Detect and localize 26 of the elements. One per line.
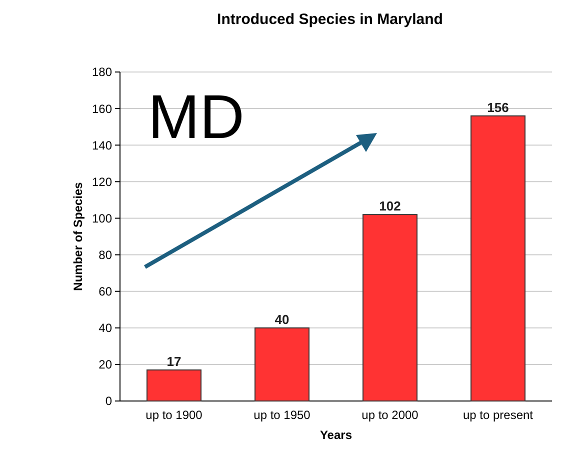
y-tick-label: 140	[92, 138, 112, 152]
data-label: 17	[166, 354, 182, 369]
x-axis-title: Years	[320, 428, 352, 442]
y-tick-label: 100	[92, 211, 112, 226]
y-tick-label: 160	[92, 102, 112, 116]
y-tick-label: 0	[105, 394, 112, 408]
y-tick-label: 40	[98, 321, 112, 336]
y-tick-label: 120	[92, 174, 112, 189]
x-tick-label: up to 1950	[254, 408, 311, 422]
y-tick-label: 20	[98, 358, 112, 372]
bar	[470, 115, 526, 402]
y-tick-label: 180	[92, 65, 112, 80]
data-label: 40	[274, 312, 290, 327]
chart-title: Introduced Species in Maryland	[217, 11, 443, 28]
y-tick-label: 80	[98, 248, 112, 262]
x-tick-label: up to 1900	[146, 408, 203, 422]
x-tick-label: up to 2000	[362, 408, 419, 422]
y-axis-title: Number of Species	[71, 182, 85, 291]
data-label: 102	[379, 198, 401, 214]
bar	[146, 369, 202, 402]
data-label: 156	[487, 100, 509, 115]
annotation: MD	[148, 83, 244, 152]
y-tick-label: 60	[98, 284, 112, 299]
bar	[362, 214, 418, 402]
x-tick-label: up to present	[462, 408, 534, 422]
bar	[254, 327, 310, 402]
